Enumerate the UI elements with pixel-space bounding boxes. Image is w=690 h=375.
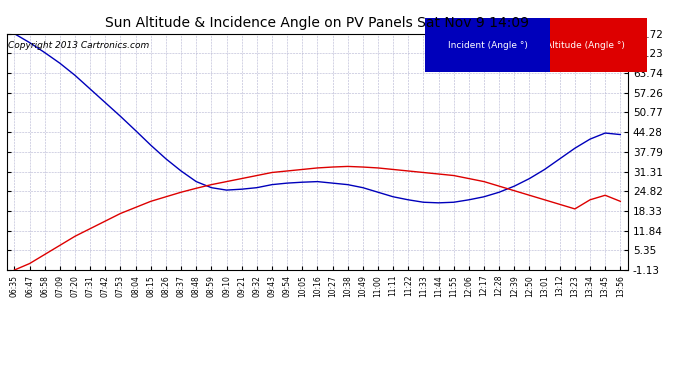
- Text: Altitude (Angle °): Altitude (Angle °): [546, 41, 625, 50]
- Title: Sun Altitude & Incidence Angle on PV Panels Sat Nov 9 14:09: Sun Altitude & Incidence Angle on PV Pan…: [106, 16, 529, 30]
- Text: Copyright 2013 Cartronics.com: Copyright 2013 Cartronics.com: [8, 41, 150, 50]
- Text: Incident (Angle °): Incident (Angle °): [448, 41, 528, 50]
